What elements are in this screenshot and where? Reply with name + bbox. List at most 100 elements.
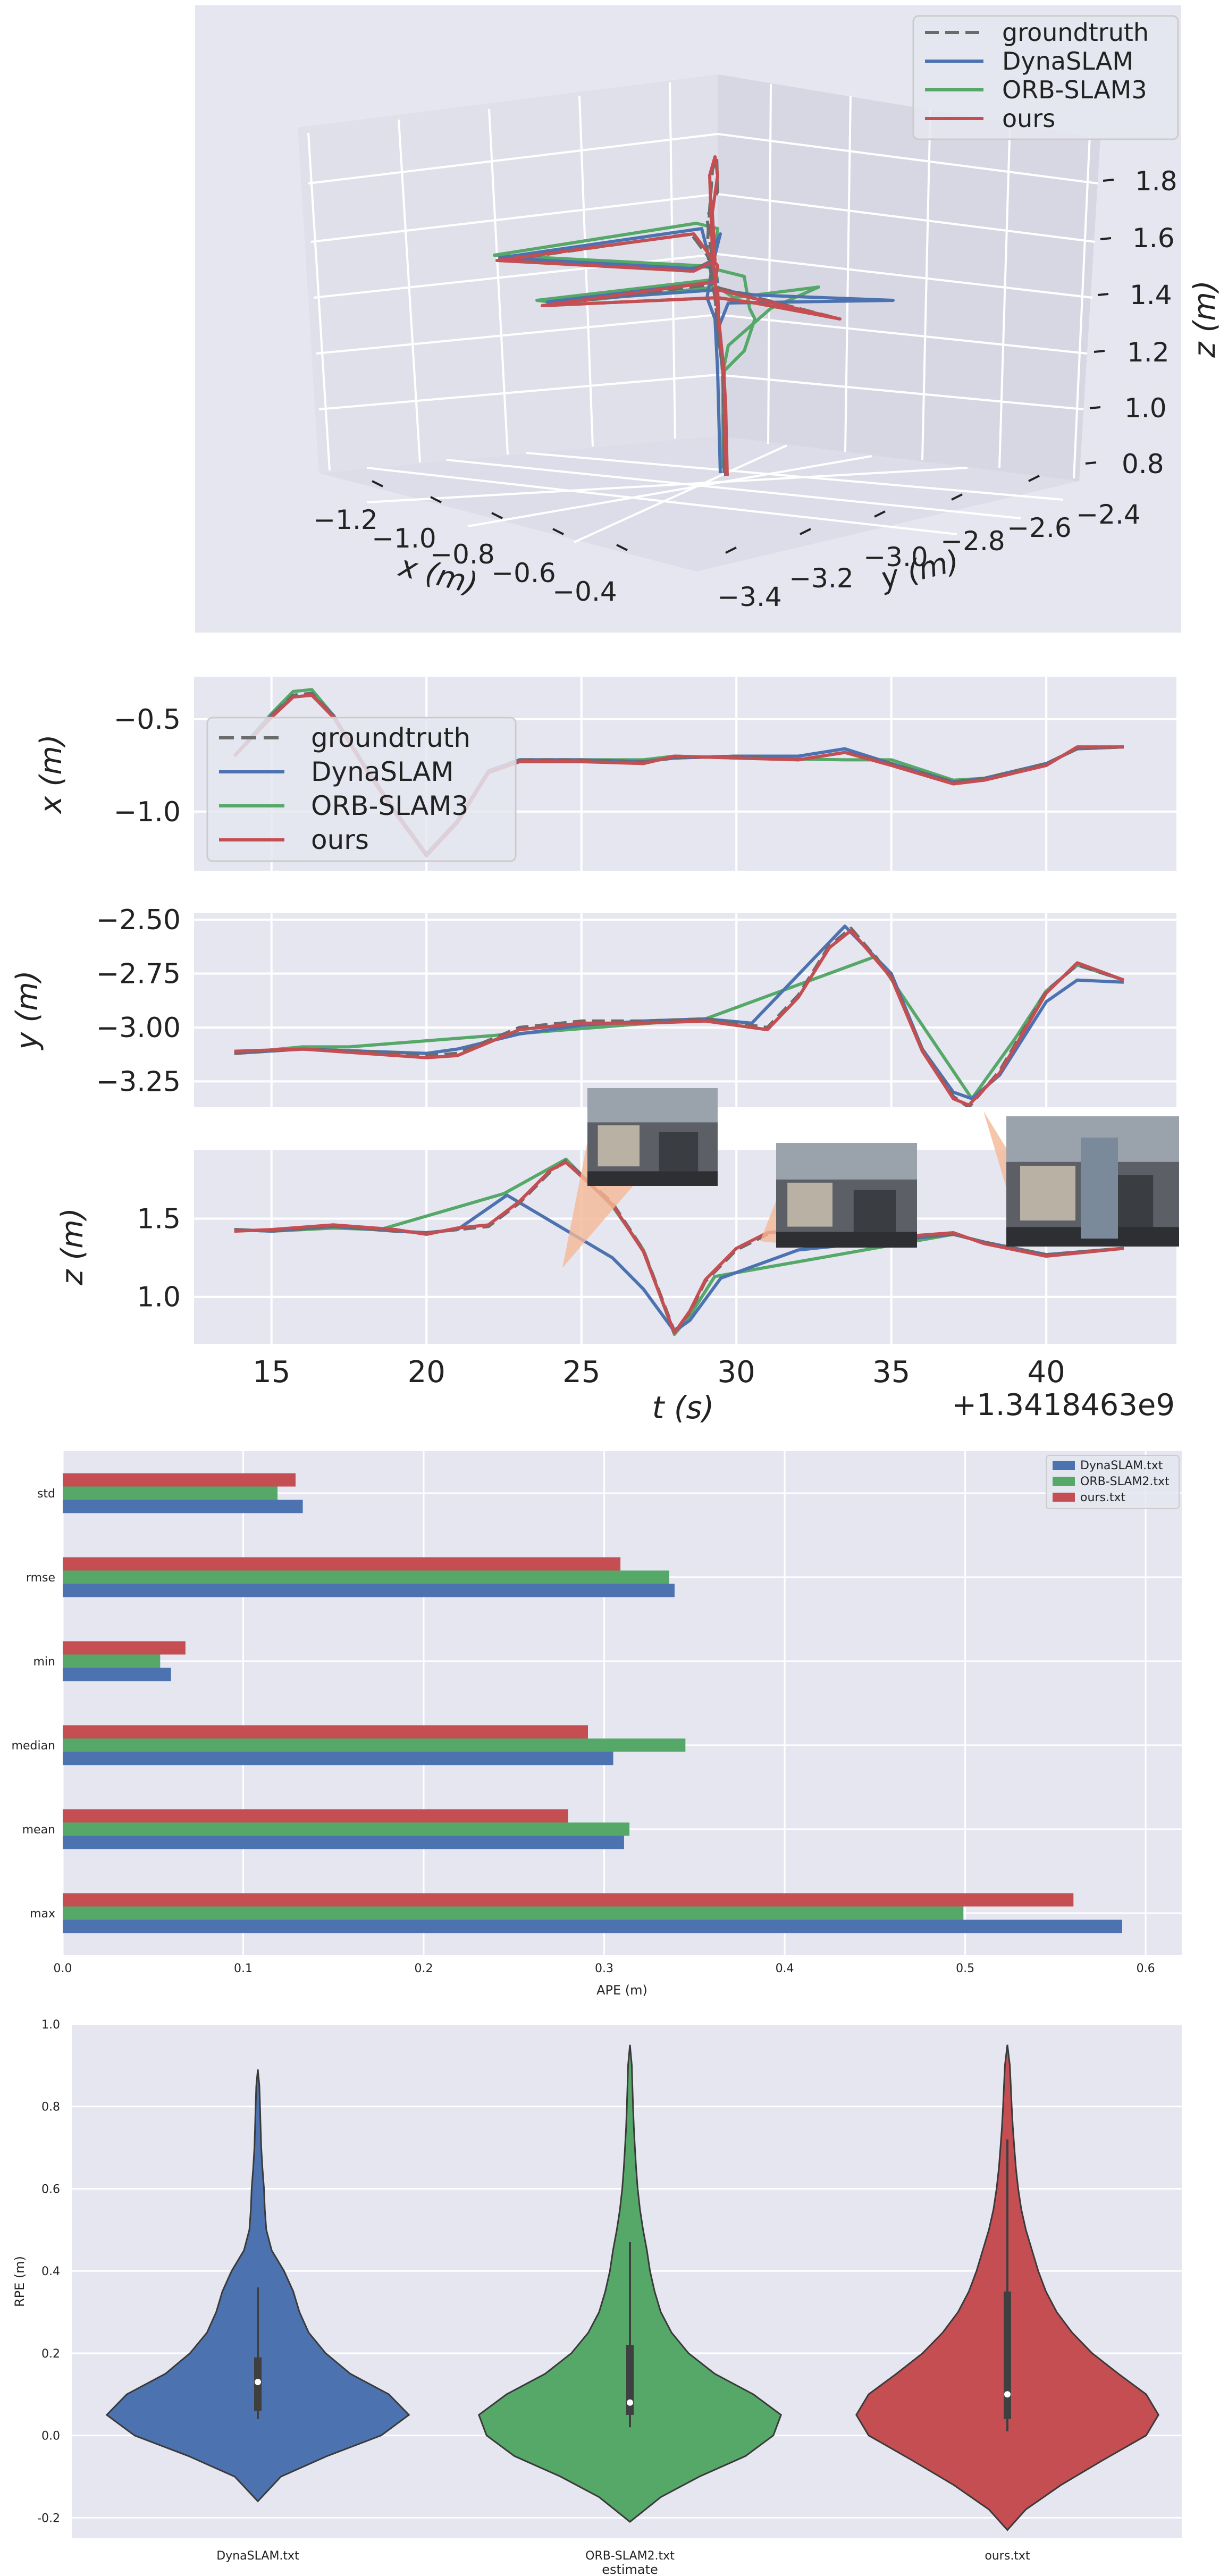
- bar-orb-slam2: [63, 1738, 686, 1752]
- x-tick-label: −1.2: [313, 504, 377, 535]
- legend-label-orbslam2-txt: ORB-SLAM2.txt: [1080, 1475, 1170, 1488]
- y-tick-label: −3.0: [863, 542, 928, 573]
- y-tick-label: 1.5: [137, 1203, 181, 1235]
- y-tick-label: 1.0: [137, 1282, 181, 1314]
- time-series-legend: groundtruth DynaSLAM ORB-SLAM3 ours: [206, 717, 517, 862]
- bar-category-label: rmse: [26, 1571, 55, 1585]
- image-ceiling: [776, 1143, 917, 1180]
- y-tick-label: −1.0: [114, 796, 181, 828]
- legend-label-ours: ours: [311, 824, 369, 855]
- violin-y-axis-label: RPE (m): [12, 2256, 27, 2307]
- violin-iqr-box: [1004, 2291, 1011, 2419]
- time-series-axis-labels: −0.5 −1.0 −2.50 −2.75 −3.00 −3.25 1.5 1.0 15 20 25…: [96, 704, 1065, 1390]
- time-series-lines: [233, 688, 1124, 1336]
- violin-median-dot: [627, 2399, 633, 2406]
- z-tick-label: 1.8: [1135, 166, 1177, 197]
- legend-label-orbslam3: ORB-SLAM3: [1002, 75, 1147, 104]
- time-tick-label: 20: [408, 1355, 445, 1390]
- legend-label-ours-txt: ours.txt: [1080, 1491, 1126, 1504]
- y-tick-label: −3.4: [717, 582, 781, 612]
- violin-category-label: DynaSLAM.txt: [216, 2549, 299, 2563]
- legend-label-dynaslam-txt: DynaSLAM.txt: [1080, 1459, 1163, 1472]
- bar-orb-slam2: [63, 1654, 161, 1668]
- legend-label-dynaslam: DynaSLAM: [311, 756, 454, 787]
- bar-x-tick-label: 0.3: [595, 1962, 613, 1975]
- violin-category-label: ORB-SLAM2.txt: [585, 2549, 675, 2563]
- series-line-ours: [233, 693, 1124, 858]
- image-cabinet: [598, 1125, 640, 1167]
- bar-category-label: max: [30, 1907, 55, 1921]
- violin-y-tick-label: 1.0: [41, 2018, 60, 2032]
- plot3d-tick-marks: [372, 179, 1114, 554]
- bar-dynaslam: [63, 1920, 1122, 1933]
- chart-3d-trajectory: −1.2 −1.0 −0.8 −0.6 −0.4 x (m) −3.4 −3.2…: [195, 5, 1222, 633]
- bar-ours: [63, 1893, 1074, 1907]
- legend-label-orbslam3: ORB-SLAM3: [311, 790, 468, 821]
- violin-x-axis-label: estimate: [602, 2562, 658, 2576]
- chart-time-series: −0.5 −1.0 −2.50 −2.75 −3.00 −3.25 1.5 1.0 15 20 25…: [10, 677, 1179, 1426]
- y-tick-label: −0.5: [114, 704, 181, 736]
- image-desk: [659, 1132, 699, 1172]
- x-tick-label: −0.8: [430, 539, 494, 570]
- plot3d-floor-pane: [319, 436, 1079, 571]
- bar-dynaslam: [63, 1752, 613, 1765]
- plot3d-right-pane: [718, 74, 1100, 481]
- x-tick-label: −0.6: [491, 558, 556, 588]
- bar-category-label: mean: [22, 1823, 55, 1837]
- bar-orb-slam2: [63, 1906, 964, 1920]
- chart-rpe-violins: -0.2 0.0 0.2 0.4 0.6 0.8 1.0 DynaSLAM.txt ORB-SL…: [12, 2018, 1182, 2576]
- bar-ours: [63, 1725, 588, 1739]
- panel-x-ylabel: x (m): [34, 734, 69, 814]
- legend-label-groundtruth: groundtruth: [311, 722, 470, 753]
- bar-ours: [63, 1641, 186, 1655]
- time-tick-label: 15: [253, 1355, 290, 1390]
- plot3d-x-tick-labels: −1.2 −1.0 −0.8 −0.6 −0.4: [313, 504, 617, 607]
- image-cabinet: [787, 1182, 832, 1227]
- violin-chart-marks: -0.2 0.0 0.2 0.4 0.6 0.8 1.0 DynaSLAM.txt ORB-SL…: [37, 2018, 1182, 2563]
- violin-y-tick-label: 0.2: [41, 2347, 60, 2361]
- bar-chart-marks: 0.0 0.1 0.2 0.3 0.4 0.5 0.6 std rmse min median mea…: [12, 1451, 1182, 1975]
- violin-median-dot: [255, 2379, 261, 2386]
- bar-ours: [63, 1557, 621, 1571]
- y-tick-label: −3.2: [789, 563, 853, 594]
- bar-legend: DynaSLAM.txt ORB-SLAM2.txt ours.txt: [1046, 1455, 1180, 1509]
- violin-category-label: ours.txt: [985, 2549, 1030, 2563]
- camera-frame-thumbnails: [562, 1088, 1179, 1268]
- time-axis-label: t (s): [652, 1390, 714, 1426]
- bar-orb-slam2: [63, 1822, 630, 1836]
- bar-x-axis-label: APE (m): [596, 1983, 647, 1998]
- time-tick-label: 25: [562, 1355, 600, 1390]
- x-tick-label: −1.0: [372, 523, 436, 554]
- z-tick-label: 1.2: [1127, 337, 1170, 368]
- image-floor: [776, 1232, 917, 1248]
- image-person: [1081, 1138, 1118, 1239]
- plot3d-trajectories: [493, 155, 895, 476]
- y-tick-label: −2.75: [96, 958, 181, 990]
- bar-x-tick-label: 0.5: [956, 1962, 974, 1975]
- time-axis-offset: +1.3418463e9: [952, 1388, 1175, 1422]
- plot3d-left-pane: [298, 74, 718, 473]
- x-tick-label: −0.4: [552, 576, 617, 607]
- z-tick-label: 1.0: [1124, 393, 1167, 424]
- violin-y-tick-label: 0.6: [41, 2183, 60, 2196]
- time-tick-label: 30: [718, 1355, 755, 1390]
- z-tick-label: 0.8: [1122, 449, 1164, 479]
- panel-y-background: [194, 913, 1176, 1107]
- y-tick-label: −2.8: [940, 526, 1005, 557]
- panel-y-ylabel: y (m): [10, 970, 45, 1050]
- legend-label-groundtruth: groundtruth: [1002, 18, 1149, 47]
- z-tick-label: 1.6: [1132, 223, 1175, 254]
- violin-iqr-box: [626, 2345, 634, 2415]
- bar-x-tick-label: 0.6: [1137, 1962, 1155, 1975]
- plot3d-legend: groundtruth DynaSLAM ORB-SLAM3 ours: [912, 15, 1179, 140]
- plot3d-gridlines: [307, 82, 1098, 543]
- panel-z-ylabel: z (m): [55, 1208, 90, 1285]
- bar-category-label: median: [12, 1739, 55, 1753]
- z-tick-label: 1.4: [1130, 280, 1172, 310]
- image-ceiling: [587, 1088, 718, 1123]
- time-tick-label: 35: [872, 1355, 910, 1390]
- bar-dynaslam: [63, 1584, 675, 1597]
- y-tick-label: −2.50: [96, 904, 181, 936]
- image-desk: [853, 1190, 896, 1232]
